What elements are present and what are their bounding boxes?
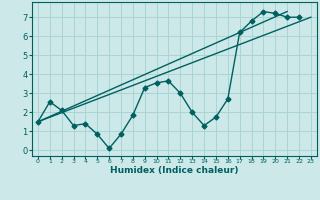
X-axis label: Humidex (Indice chaleur): Humidex (Indice chaleur): [110, 166, 239, 175]
